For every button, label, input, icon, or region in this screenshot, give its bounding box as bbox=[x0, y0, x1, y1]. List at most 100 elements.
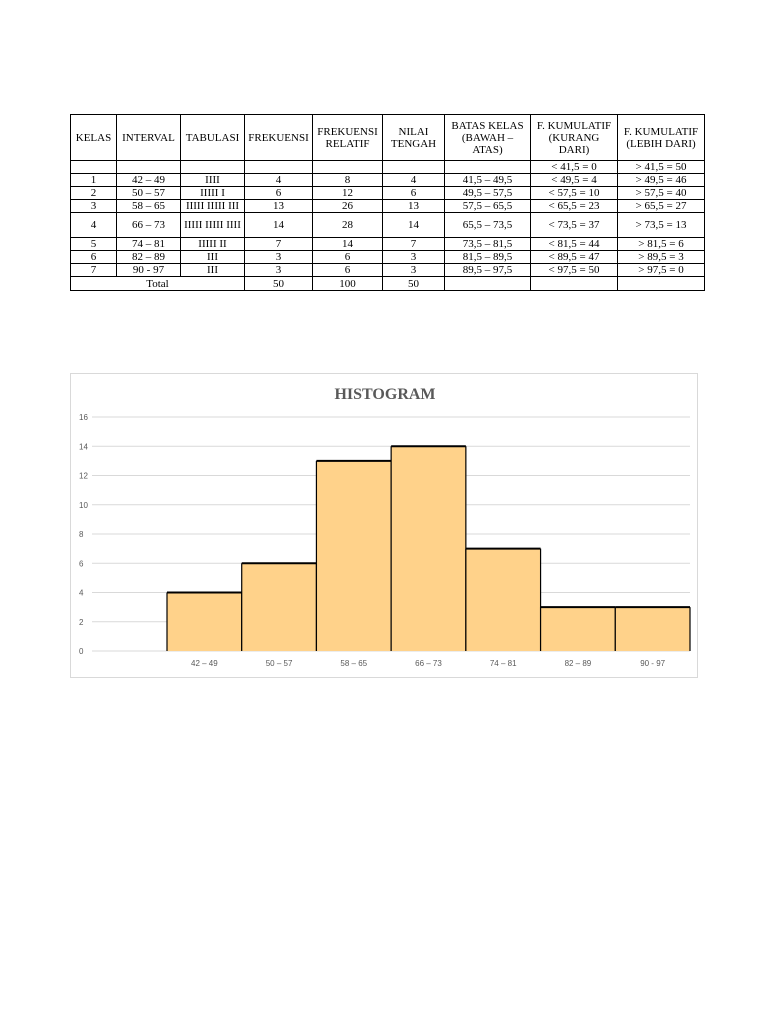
table-cell: 4 bbox=[70, 212, 117, 238]
table-cell: < 97,5 = 50 bbox=[530, 263, 618, 277]
table-cell bbox=[116, 160, 181, 174]
table-cell: 82 – 89 bbox=[116, 250, 181, 264]
header-cell: FREKUENSI bbox=[244, 114, 313, 161]
table-cell: 6 bbox=[70, 250, 117, 264]
table-cell bbox=[180, 160, 245, 174]
table-cell: < 57,5 = 10 bbox=[530, 186, 618, 200]
table-cell: > 97,5 = 0 bbox=[617, 263, 705, 277]
table-cell: 26 bbox=[312, 199, 383, 213]
table-cell: 14 bbox=[244, 212, 313, 238]
total-frekuensi: 50 bbox=[244, 276, 313, 291]
table-cell: 57,5 – 65,5 bbox=[444, 199, 531, 213]
x-tick-label: 58 – 65 bbox=[340, 659, 367, 668]
table-cell: 42 – 49 bbox=[116, 173, 181, 187]
x-tick-label: 50 – 57 bbox=[266, 659, 293, 668]
table-cell: 6 bbox=[244, 186, 313, 200]
y-tick-label: 6 bbox=[79, 559, 84, 568]
table-cell: 4 bbox=[382, 173, 445, 187]
table-row: 3 58 – 65 IIIII IIIII III 13 26 13 57,5 … bbox=[70, 199, 705, 213]
table-cell: 4 bbox=[244, 173, 313, 187]
header-cell: KELAS bbox=[70, 114, 117, 161]
table-cell: 49,5 – 57,5 bbox=[444, 186, 531, 200]
table-cell: 50 – 57 bbox=[116, 186, 181, 200]
table-cell: 3 bbox=[382, 263, 445, 277]
y-tick-label: 14 bbox=[79, 442, 88, 451]
histogram-chart: HISTOGRAM 0 2 4 6 8 10 12 14 16 42 – 49 50 – 57 58… bbox=[70, 373, 698, 678]
table-cell: IIIII IIIII IIII bbox=[180, 212, 245, 238]
table-cell bbox=[382, 160, 445, 174]
table-cell: 74 – 81 bbox=[116, 237, 181, 251]
histogram-bar bbox=[167, 592, 242, 651]
table-cell: 41,5 – 49,5 bbox=[444, 173, 531, 187]
table-cell: > 73,5 = 13 bbox=[617, 212, 705, 238]
table-cell: 81,5 – 89,5 bbox=[444, 250, 531, 264]
header-cell: INTERVAL bbox=[116, 114, 181, 161]
frequency-table: KELAS INTERVAL TABULASI FREKUENSI FREKUE… bbox=[70, 114, 705, 291]
table-cell: 3 bbox=[244, 263, 313, 277]
y-tick-label: 2 bbox=[79, 618, 84, 627]
table-cell: 3 bbox=[70, 199, 117, 213]
total-relatif: 100 bbox=[312, 276, 383, 291]
table-cell: > 89,5 = 3 bbox=[617, 250, 705, 264]
table-cell: 14 bbox=[312, 237, 383, 251]
header-cell: BATAS KELAS (BAWAH – ATAS) bbox=[444, 114, 531, 161]
table-cell: 66 – 73 bbox=[116, 212, 181, 238]
table-cell: < 41,5 = 0 bbox=[530, 160, 618, 174]
header-cell: F. KUMULATIF (KURANG DARI) bbox=[530, 114, 618, 161]
table-row: 6 82 – 89 III 3 6 3 81,5 – 89,5 < 89,5 =… bbox=[70, 250, 705, 264]
table-cell: 58 – 65 bbox=[116, 199, 181, 213]
table-cell: > 41,5 = 50 bbox=[617, 160, 705, 174]
y-tick-label: 10 bbox=[79, 501, 88, 510]
table-cell: 1 bbox=[70, 173, 117, 187]
table-cell: 6 bbox=[382, 186, 445, 200]
histogram-bar bbox=[316, 460, 392, 651]
table-total-row: Total 50 100 50 bbox=[70, 276, 705, 291]
table-cell: IIII bbox=[180, 173, 245, 187]
table-cell: > 57,5 = 40 bbox=[617, 186, 705, 200]
x-tick-label: 74 – 81 bbox=[490, 659, 517, 668]
table-row: 2 50 – 57 IIIII I 6 12 6 49,5 – 57,5 < 5… bbox=[70, 186, 705, 200]
x-tick-labels: 42 – 49 50 – 57 58 – 65 66 – 73 74 – 81 82 – … bbox=[191, 659, 666, 668]
table-row: 7 90 - 97 III 3 6 3 89,5 – 97,5 < 97,5 =… bbox=[70, 263, 705, 277]
table-cell: 7 bbox=[70, 263, 117, 277]
table-cell: 6 bbox=[312, 250, 383, 264]
table-cell bbox=[530, 276, 618, 291]
table-cell bbox=[617, 276, 705, 291]
table-cell: IIIII IIIII III bbox=[180, 199, 245, 213]
table-cell: 73,5 – 81,5 bbox=[444, 237, 531, 251]
table-cell: > 81,5 = 6 bbox=[617, 237, 705, 251]
table-cell: < 49,5 = 4 bbox=[530, 173, 618, 187]
table-cell: IIIII I bbox=[180, 186, 245, 200]
table-cell: > 65,5 = 27 bbox=[617, 199, 705, 213]
table-cell: 65,5 – 73,5 bbox=[444, 212, 531, 238]
table-cell: 13 bbox=[244, 199, 313, 213]
table-cell: 28 bbox=[312, 212, 383, 238]
histogram-bar bbox=[241, 563, 317, 651]
histogram-bar bbox=[615, 607, 690, 651]
header-cell: F. KUMULATIF (LEBIH DARI) bbox=[617, 114, 705, 161]
table-cell: 13 bbox=[382, 199, 445, 213]
table-cell: < 65,5 = 23 bbox=[530, 199, 618, 213]
header-cell: NILAI TENGAH bbox=[382, 114, 445, 161]
table-cell: < 81,5 = 44 bbox=[530, 237, 618, 251]
y-tick-label: 4 bbox=[79, 589, 84, 598]
table-cell: 12 bbox=[312, 186, 383, 200]
table-cell bbox=[444, 276, 531, 291]
table-cell: 5 bbox=[70, 237, 117, 251]
total-label: Total bbox=[70, 276, 245, 291]
histogram-bar bbox=[465, 548, 541, 651]
table-cell: 7 bbox=[382, 237, 445, 251]
histogram-bar bbox=[391, 446, 466, 651]
x-tick-label: 82 – 89 bbox=[565, 659, 592, 668]
y-tick-label: 16 bbox=[79, 413, 88, 422]
table-cell: < 89,5 = 47 bbox=[530, 250, 618, 264]
table-cell: < 73,5 = 37 bbox=[530, 212, 618, 238]
table-cell: III bbox=[180, 263, 245, 277]
table-row-initial-cumulative: < 41,5 = 0 > 41,5 = 50 bbox=[70, 160, 705, 174]
table-cell: 2 bbox=[70, 186, 117, 200]
y-tick-label: 8 bbox=[79, 530, 84, 539]
table-cell: 6 bbox=[312, 263, 383, 277]
y-tick-label: 0 bbox=[79, 647, 84, 656]
table-header-row: KELAS INTERVAL TABULASI FREKUENSI FREKUE… bbox=[70, 114, 705, 161]
table-row: 4 66 – 73 IIIII IIIII IIII 14 28 14 65,5… bbox=[70, 212, 705, 238]
